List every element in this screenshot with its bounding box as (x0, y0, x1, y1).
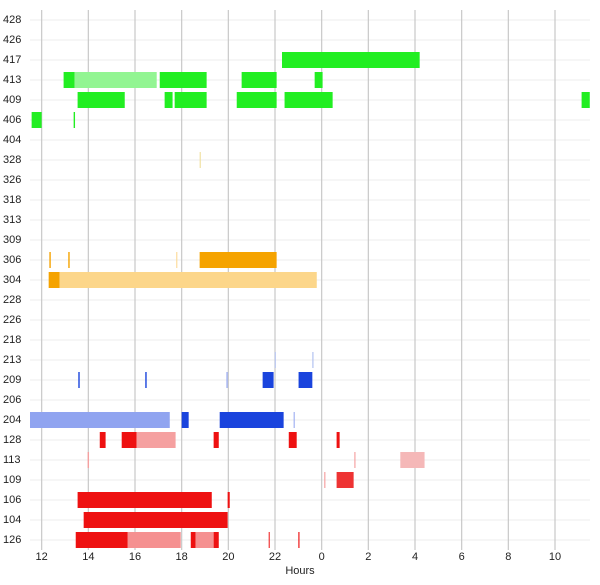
bar (164, 92, 173, 108)
x-tick-label: 0 (319, 551, 325, 563)
row-label: 318 (3, 194, 21, 206)
x-tick-label: 6 (459, 551, 465, 563)
bar (73, 112, 76, 128)
bar (241, 72, 277, 88)
bar (31, 112, 42, 128)
row-label: 328 (3, 154, 21, 166)
bar (312, 352, 314, 368)
x-tick-label: 14 (82, 551, 94, 563)
bar (48, 272, 60, 288)
bar (49, 252, 51, 268)
bar (227, 492, 230, 508)
row-label: 228 (3, 294, 21, 306)
bar (213, 432, 219, 448)
bar (78, 372, 80, 388)
bar (336, 472, 354, 488)
bar (199, 252, 277, 268)
bar (199, 152, 201, 168)
row-label: 204 (3, 414, 21, 426)
bar (181, 412, 189, 428)
x-tick-label: 12 (36, 551, 48, 563)
bar (262, 372, 274, 388)
row-label: 306 (3, 254, 21, 266)
row-label: 226 (3, 314, 21, 326)
bar (314, 72, 323, 88)
row-label: 326 (3, 174, 21, 186)
row-label: 413 (3, 74, 21, 86)
bar (30, 412, 170, 428)
bar (87, 452, 90, 468)
bar (174, 92, 207, 108)
row-label: 213 (3, 354, 21, 366)
x-axis-label: Hours (285, 565, 315, 577)
bar (59, 272, 317, 288)
bar (336, 432, 340, 448)
row-label: 304 (3, 274, 21, 286)
x-tick-label: 16 (129, 551, 141, 563)
bar (68, 252, 70, 268)
row-label: 409 (3, 94, 21, 106)
bar (354, 452, 356, 468)
bar (74, 72, 157, 88)
row-label: 428 (3, 14, 21, 26)
bar (213, 532, 219, 548)
bar (293, 412, 295, 428)
bar (284, 92, 333, 108)
x-tick-label: 4 (412, 551, 418, 563)
row-label: 417 (3, 54, 21, 66)
bar (298, 372, 313, 388)
row-label: 313 (3, 214, 21, 226)
bar (324, 472, 326, 488)
bar (219, 412, 284, 428)
bar (145, 372, 147, 388)
row-label: 309 (3, 234, 21, 246)
bar (190, 532, 196, 548)
row-label: 406 (3, 114, 21, 126)
x-tick-label: 20 (222, 551, 234, 563)
bar (127, 532, 181, 548)
bar (75, 532, 128, 548)
x-tick-label: 2 (365, 551, 371, 563)
bar (400, 452, 425, 468)
row-label: 104 (3, 514, 21, 526)
bar (581, 92, 590, 108)
row-label: 109 (3, 474, 21, 486)
bar (298, 532, 300, 548)
bar (236, 92, 277, 108)
bar (77, 492, 212, 508)
row-label: 113 (3, 454, 21, 466)
bar (159, 72, 207, 88)
bar (282, 52, 420, 68)
bar (268, 532, 270, 548)
bar (288, 432, 297, 448)
row-label: 209 (3, 374, 21, 386)
row-label: 206 (3, 394, 21, 406)
bar (83, 512, 228, 528)
bar (176, 252, 178, 268)
x-tick-label: 18 (176, 551, 188, 563)
row-label: 218 (3, 334, 21, 346)
row-label: 126 (3, 534, 21, 546)
x-tick-label: 8 (505, 551, 511, 563)
x-tick-label: 10 (549, 551, 561, 563)
bar (274, 352, 276, 368)
bar (63, 72, 75, 88)
bar (136, 432, 176, 448)
bar (121, 432, 137, 448)
row-label: 106 (3, 494, 21, 506)
row-label: 128 (3, 434, 21, 446)
x-tick-label: 22 (269, 551, 281, 563)
bar (77, 92, 125, 108)
row-label: 426 (3, 34, 21, 46)
row-label: 404 (3, 134, 21, 146)
bar (99, 432, 106, 448)
bar (195, 532, 214, 548)
bar (226, 372, 228, 388)
